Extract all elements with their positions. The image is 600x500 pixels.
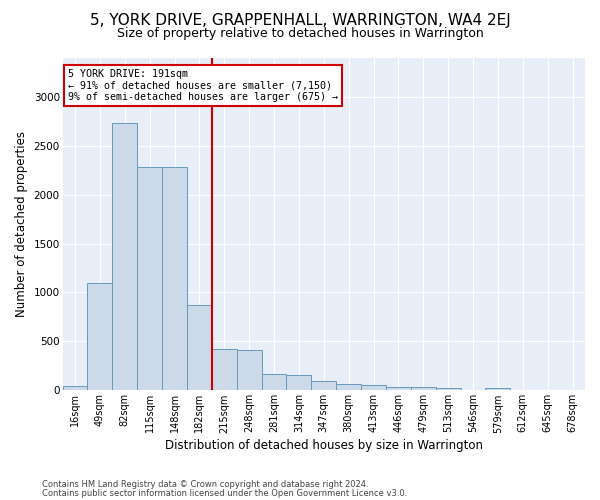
Bar bbox=[262, 374, 286, 390]
Bar bbox=[137, 167, 162, 390]
Y-axis label: Number of detached properties: Number of detached properties bbox=[15, 131, 28, 317]
Bar bbox=[112, 123, 137, 390]
Bar bbox=[436, 388, 461, 390]
Text: 5 YORK DRIVE: 191sqm
← 91% of detached houses are smaller (7,150)
9% of semi-det: 5 YORK DRIVE: 191sqm ← 91% of detached h… bbox=[68, 69, 338, 102]
Text: Contains public sector information licensed under the Open Government Licence v3: Contains public sector information licen… bbox=[42, 488, 407, 498]
Bar bbox=[212, 350, 237, 391]
Bar bbox=[411, 388, 436, 390]
Text: Contains HM Land Registry data © Crown copyright and database right 2024.: Contains HM Land Registry data © Crown c… bbox=[42, 480, 368, 489]
Bar bbox=[162, 167, 187, 390]
Bar bbox=[88, 282, 112, 391]
Bar bbox=[286, 374, 311, 390]
Bar bbox=[361, 385, 386, 390]
Bar bbox=[485, 388, 511, 390]
Bar bbox=[237, 350, 262, 391]
Text: Size of property relative to detached houses in Warrington: Size of property relative to detached ho… bbox=[116, 28, 484, 40]
Text: 5, YORK DRIVE, GRAPPENHALL, WARRINGTON, WA4 2EJ: 5, YORK DRIVE, GRAPPENHALL, WARRINGTON, … bbox=[89, 12, 511, 28]
Bar bbox=[62, 386, 88, 390]
X-axis label: Distribution of detached houses by size in Warrington: Distribution of detached houses by size … bbox=[165, 440, 483, 452]
Bar bbox=[336, 384, 361, 390]
Bar bbox=[187, 305, 212, 390]
Bar bbox=[311, 380, 336, 390]
Bar bbox=[386, 387, 411, 390]
